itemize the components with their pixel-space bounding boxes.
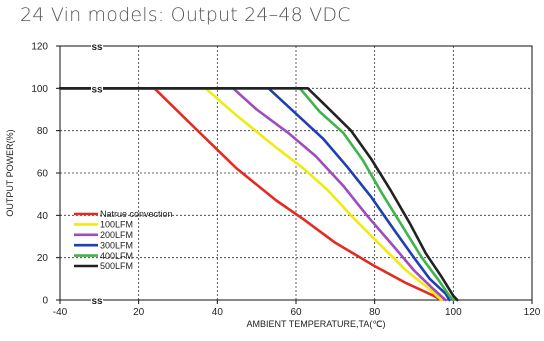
legend-label-4: 400LFM [100, 251, 133, 261]
series-line-5 [58, 87, 459, 302]
legend-label-5: 500LFM [100, 261, 133, 271]
y-tick-label-40: 40 [37, 211, 49, 222]
tick-labels: 0 20 40 60 80 100 120 -40 20 40 60 80 100 120 [31, 42, 540, 319]
legend: Natrue convection100LFM200LFM300LFM400LF… [74, 209, 173, 271]
series-line-1 [58, 87, 443, 302]
legend-label-2: 200LFM [100, 230, 133, 240]
axis-break-mark-100: ss [91, 84, 103, 95]
x-tick-label--40: -40 [53, 307, 68, 318]
chart-title: 24 Vin models: Output 24–48 VDC [20, 4, 351, 26]
axis-break-mark-0: ss [91, 296, 103, 307]
axis-break-mask-100 [91, 83, 103, 94]
axes [56, 45, 533, 304]
y-tick-label-120: 120 [31, 42, 48, 53]
y-tick-label-80: 80 [37, 126, 49, 137]
series-line-3 [58, 87, 451, 302]
y-tick-label-100: 100 [31, 84, 48, 95]
x-tick-label-100: 100 [445, 307, 462, 318]
y-tick-label-60: 60 [37, 169, 49, 180]
y-tick-label-0: 0 [42, 296, 48, 307]
axis-break-mark-120: ss [91, 42, 103, 53]
x-tick-label-40: 40 [212, 307, 224, 318]
x-tick-label-80: 80 [369, 307, 381, 318]
series-line-4 [58, 87, 455, 302]
series-lines [58, 87, 459, 302]
axis-break-marks: ss ss ss [91, 41, 103, 307]
legend-label-1: 100LFM [100, 220, 133, 230]
x-axis-label: AMBIENT TEMPERATURE,TA(℃) [247, 319, 386, 329]
axis-break-mask-120 [91, 41, 103, 51]
series-line-2 [58, 87, 447, 302]
y-axis-label: OUTPUT POWER(%) [5, 129, 15, 216]
x-tick-label-120: 120 [524, 307, 541, 318]
legend-label-3: 300LFM [100, 240, 133, 250]
x-tick-label-60: 60 [290, 307, 302, 318]
y-tick-label-20: 20 [37, 253, 49, 264]
axis-break-mask-0 [91, 295, 103, 305]
legend-label-0: Natrue convection [100, 209, 173, 219]
x-tick-label-20: 20 [133, 307, 145, 318]
series-line-0 [58, 87, 443, 302]
